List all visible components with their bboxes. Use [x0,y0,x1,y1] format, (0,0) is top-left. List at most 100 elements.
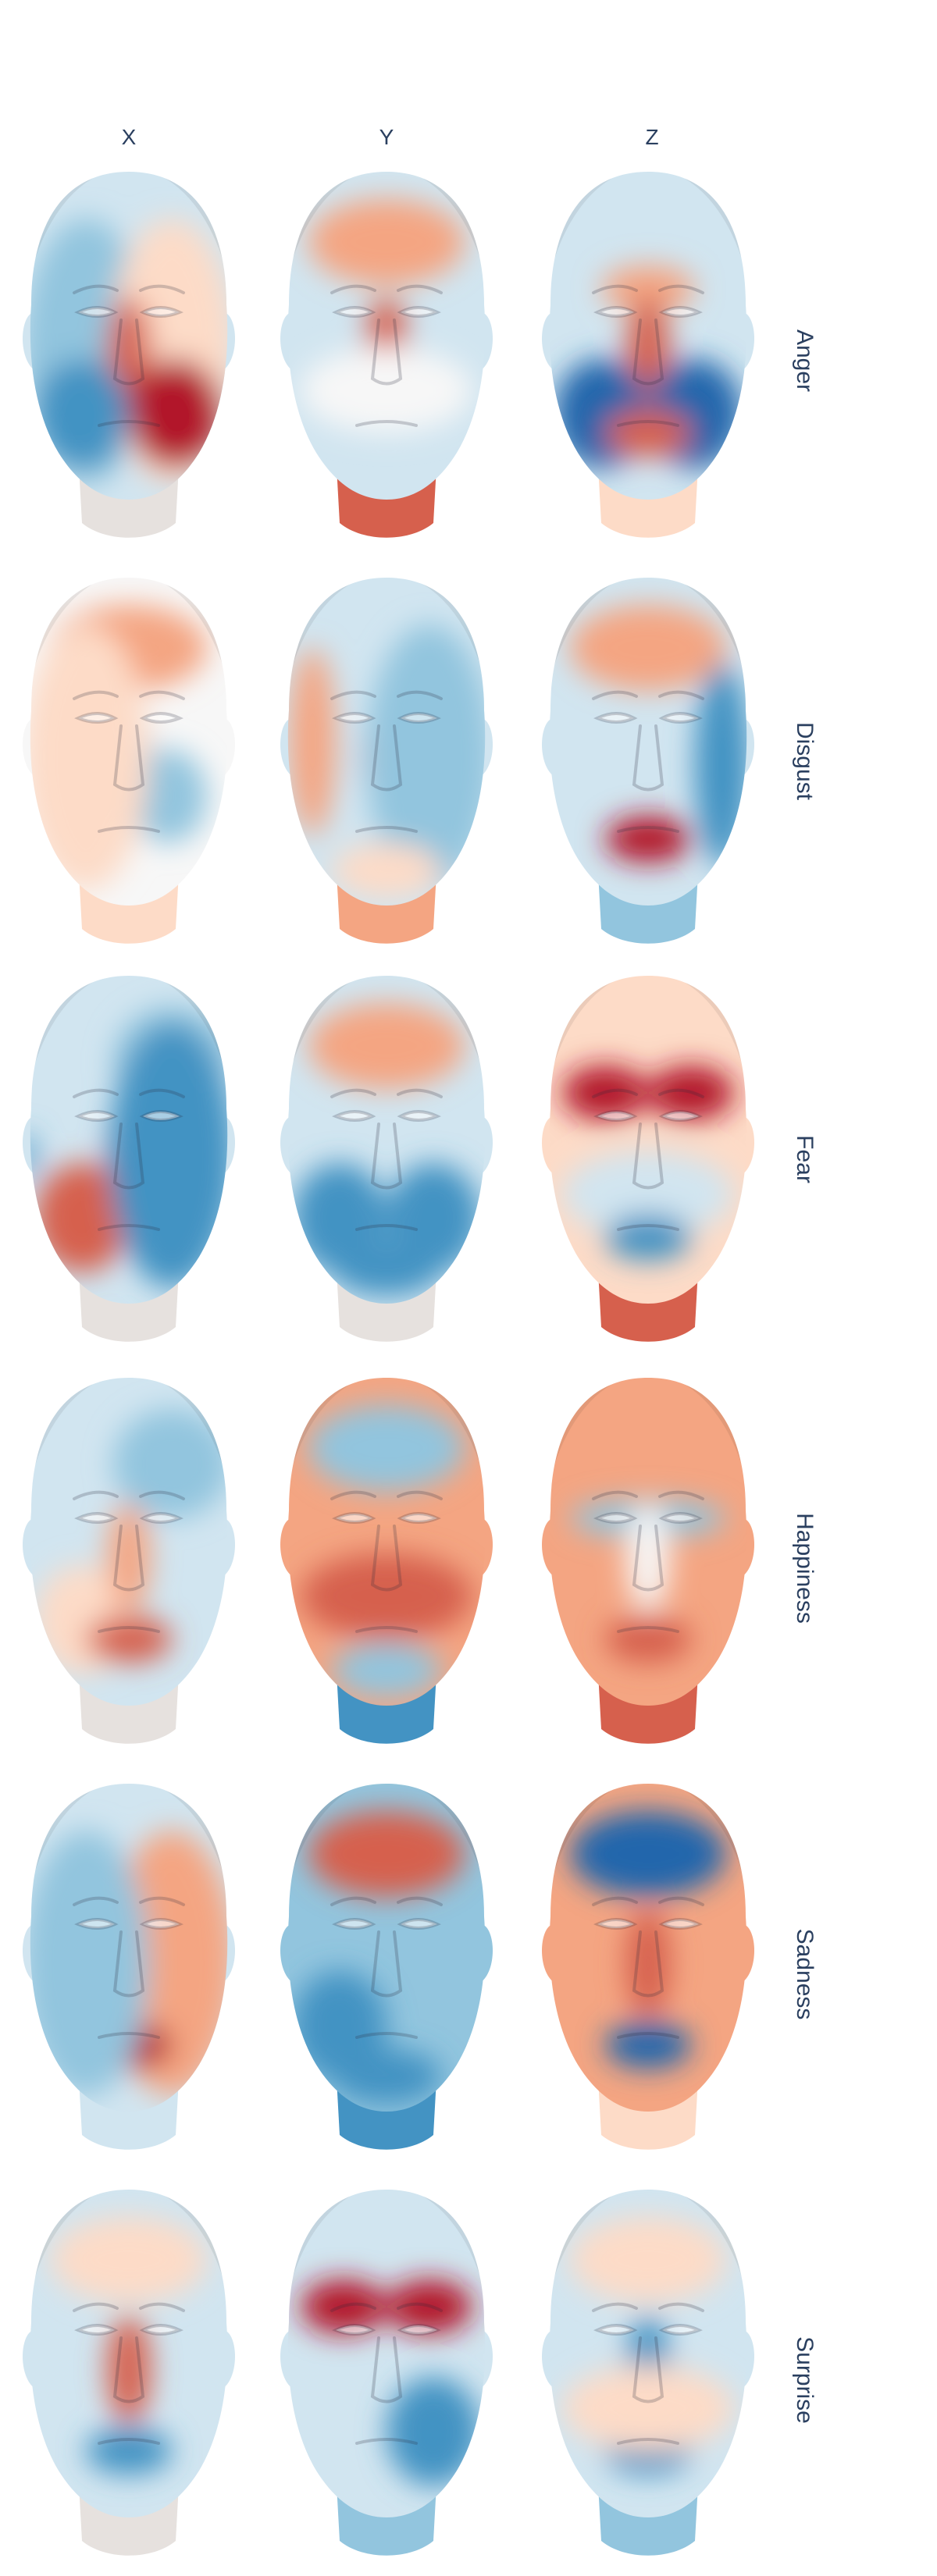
left-eye [332,306,376,318]
heat-region-cheeks [301,1553,472,1639]
right-eye [658,1110,703,1122]
right-brow [139,1896,185,1906]
nose-ridge [112,724,145,792]
nose-ridge [632,2336,664,2403]
heat-region-forehead [308,199,465,285]
right-brow [658,284,704,294]
nose-ridge [632,724,664,792]
right-eye [139,712,183,724]
right-brow [397,1088,443,1098]
left-brow [592,1490,638,1500]
right-brow [139,284,185,294]
right-eye [658,712,703,724]
right-eye [658,1512,703,1524]
right-eye [397,2324,441,2336]
right-brow [658,690,704,700]
right-brow [397,2302,443,2312]
left-brow [592,1088,638,1098]
left-brow [592,690,638,700]
nose-ridge [112,1930,145,1998]
heat-region-chin [332,843,441,898]
right-brow [397,690,443,700]
mouth-line [355,2032,418,2039]
face-surprise-z [531,2174,765,2564]
face-fear-y [269,960,504,1350]
right-brow [658,1490,704,1500]
heat-region-nose [626,1503,670,1612]
right-brow [658,1896,704,1906]
heat-region-mouth [86,1616,172,1663]
heat-region-forehead [570,2217,726,2303]
heat-region-mouth [86,2428,172,2475]
heat-region-nose [107,1503,151,1612]
mouth-line [617,1626,679,1633]
right-eye [139,1110,183,1122]
heat-region-chin [332,2049,441,2104]
heat-region-forehead [308,1405,465,1491]
left-brow [330,2302,376,2312]
mouth-line [355,1626,418,1633]
right-brow [139,1490,185,1500]
left-brow [592,2302,638,2312]
heat-region-right_cheek [129,749,207,843]
face-surprise-x [12,2174,246,2564]
left-eye [593,306,638,318]
mouth-line [98,2438,160,2445]
right-eye [139,2324,183,2336]
heat-region-brow_left [562,1066,648,1120]
mouth-line [617,826,679,833]
mouth-line [617,1224,679,1231]
face-disgust-x [12,562,246,952]
heat-region-left_half [30,624,148,890]
right-eye [397,712,441,724]
nose-ridge [632,1525,664,1592]
heat-region-chin [332,1643,441,1698]
right-brow [397,1896,443,1906]
left-eye [332,1512,376,1524]
heat-region-nose [107,297,151,406]
left-brow [330,690,376,700]
right-eye [658,306,703,318]
face-surprise-y [269,2174,504,2564]
heat-region-right_edge [695,664,747,866]
mouth-line [617,420,679,427]
nose-ridge [370,318,403,386]
heat-region-lower_right [387,2377,480,2486]
left-eye [74,1512,119,1524]
left-eye [332,2324,376,2336]
heat-region-cheeks [301,347,472,433]
heat-region-mouth [605,2022,691,2069]
column-header-y: Y [379,125,394,149]
heat-region-brow_right [648,1066,734,1120]
face-happiness-y [269,1362,504,1752]
left-eye [74,306,119,318]
left-brow [592,1896,638,1906]
nose-ridge [632,1123,664,1190]
row-label-surprise: Surprise [792,2336,818,2424]
heat-region-lower_left [35,359,129,468]
right-brow [658,2302,704,2312]
left-eye [593,712,638,724]
heat-region-right_half [367,624,486,890]
left-eye [74,712,119,724]
mouth-line [98,1224,160,1231]
nose-ridge [632,1930,664,1998]
right-eye [139,1918,183,1930]
mouth-line [617,2032,679,2039]
face-anger-x [12,156,246,546]
left-brow [330,1088,376,1098]
mouth-line [617,2438,679,2445]
right-eye [139,1512,183,1524]
face-anger-z [531,156,765,546]
nose-ridge [112,2336,145,2403]
mouth-line [98,420,160,427]
nose-ridge [112,1123,145,1190]
heat-region-forehead [51,2217,207,2303]
left-brow [330,1896,376,1906]
left-eye [593,2324,638,2336]
left-eye [74,1918,119,1930]
row-label-fear: Fear [792,1135,818,1183]
nose-ridge [112,1525,145,1592]
heat-region-lower_left [35,1163,129,1272]
